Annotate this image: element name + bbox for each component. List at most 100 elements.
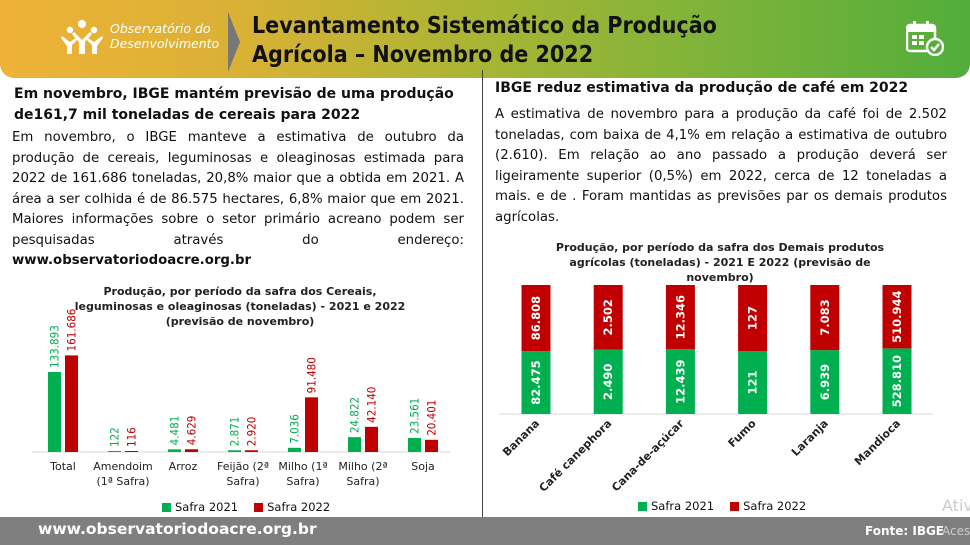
chart1-bar bbox=[245, 450, 258, 452]
chart2-data-label: 6.939 bbox=[818, 364, 832, 400]
watermark-line2: Aces bbox=[942, 524, 970, 538]
footer-source: Fonte: IBGE bbox=[865, 524, 945, 538]
chart1-category-label: Arroz bbox=[169, 460, 198, 473]
chart2-data-label: 12.346 bbox=[673, 295, 687, 339]
chart1-bar bbox=[65, 355, 78, 452]
chart1-data-label: 23.561 bbox=[408, 398, 422, 434]
chart1-category-label: Milho (1ª bbox=[278, 460, 327, 473]
header-banner: Observatório do Desenvolvimento Levantame… bbox=[0, 0, 970, 78]
chart1-bar bbox=[125, 451, 138, 452]
chart1-data-label: 116 bbox=[125, 427, 139, 447]
legend-swatch-2021 bbox=[162, 502, 171, 512]
chart1-bar bbox=[305, 397, 318, 452]
chart1-bar bbox=[48, 372, 61, 452]
chart2-data-label: 12.439 bbox=[673, 359, 687, 403]
chart2-bar-2022 bbox=[810, 285, 840, 351]
observatorio-link[interactable]: www.observatoriodoacre.org.br bbox=[12, 253, 252, 268]
chart2-data-label: 528.810 bbox=[890, 355, 904, 407]
chart2-data-label: 2.502 bbox=[601, 299, 615, 335]
chart1-category-label: Soja bbox=[411, 460, 435, 473]
chart2-bar-2022 bbox=[882, 285, 912, 349]
chart2-title: Produção, por período da safra dos Demai… bbox=[555, 241, 885, 284]
arrow-divider bbox=[228, 12, 240, 72]
chart1-bar bbox=[348, 437, 361, 452]
chart2-category-label: Café canephora bbox=[537, 417, 615, 495]
chart1-title: Produção, por período da safra dos Cerea… bbox=[74, 285, 406, 328]
logo-line2: Desenvolvimento bbox=[110, 36, 220, 51]
chart1-category-label: Safra) bbox=[226, 475, 259, 488]
chart2-data-label: 127 bbox=[746, 306, 760, 330]
chart2-bar-2022 bbox=[738, 285, 768, 352]
chart2-data-label: 121 bbox=[746, 371, 760, 395]
chart1-data-label: 4.629 bbox=[185, 416, 199, 446]
chart1-category-label: (1ª Safra) bbox=[96, 475, 149, 488]
chart1-data-label: 20.401 bbox=[425, 400, 439, 436]
chart1-bar bbox=[168, 449, 181, 452]
chart2: 82.475 86.808 Banana 2.490 2.502 Café canepho… bbox=[499, 285, 933, 495]
right-body: A estimativa de novembro para a produção… bbox=[495, 107, 947, 225]
chart2-data-label: 510.944 bbox=[890, 291, 904, 343]
footer-url[interactable]: www.observatoriodoacre.org.br bbox=[38, 520, 317, 538]
chart1-data-label: 133.893 bbox=[48, 325, 62, 368]
chart1-bar bbox=[425, 439, 438, 452]
chart2-category-label: Fumo bbox=[726, 417, 759, 450]
chart2-bar-2021 bbox=[521, 351, 551, 414]
chart1-data-label: 91.480 bbox=[305, 357, 319, 393]
chart2-legend: Safra 2021 Safra 2022 bbox=[638, 499, 806, 513]
people-logo-icon bbox=[61, 20, 103, 54]
chart2-category-label: Laranja bbox=[789, 417, 831, 459]
chart2-bar-2021 bbox=[810, 350, 840, 414]
chart1-data-label: 42.140 bbox=[365, 387, 379, 423]
logo-line1: Observatório do bbox=[110, 21, 211, 36]
chart2-data-label: 86.808 bbox=[529, 296, 543, 340]
calendar-check-icon bbox=[906, 21, 944, 56]
chart2-bar-2021 bbox=[738, 351, 768, 414]
legend-2021: Safra 2021 bbox=[651, 499, 715, 513]
legend-2021: Safra 2021 bbox=[175, 500, 239, 514]
legend-2022: Safra 2022 bbox=[743, 499, 807, 513]
chart2-data-label: 2.490 bbox=[601, 364, 615, 400]
chart1-data-label: 2.871 bbox=[228, 417, 242, 447]
chart2-bar-2021 bbox=[593, 349, 623, 414]
chart1-data-label: 7.036 bbox=[288, 414, 302, 444]
watermark: Ativ bbox=[942, 496, 970, 515]
chart1-data-label: 4.481 bbox=[168, 416, 182, 446]
left-body-text: Em novembro, o IBGE manteve a estimativa… bbox=[12, 130, 464, 248]
chart2-bar-2021 bbox=[665, 349, 695, 414]
chart1-bar bbox=[228, 450, 241, 452]
chart1-data-label: 122 bbox=[108, 427, 122, 447]
chart1-category-label: Milho (2ª bbox=[338, 460, 387, 473]
left-heading: Em novembro, IBGE mantém previsão de uma… bbox=[14, 86, 454, 123]
logo: Observatório do Desenvolvimento bbox=[60, 18, 219, 54]
chart1-category-label: Total bbox=[49, 460, 76, 473]
chart2-bar-2021 bbox=[882, 348, 912, 414]
chart2-category-label: Banana bbox=[500, 417, 542, 459]
title-line1: Levantamento Sistemático da Produção bbox=[252, 13, 717, 39]
chart2-data-label: 7.083 bbox=[818, 299, 832, 335]
legend-2022: Safra 2022 bbox=[267, 500, 331, 514]
chart2-category-label: Cana-de-açúcar bbox=[609, 417, 687, 495]
chart1-bar bbox=[408, 437, 421, 452]
chart2-data-label: 82.475 bbox=[529, 360, 543, 404]
column-divider bbox=[482, 70, 483, 520]
right-heading: IBGE reduz estimativa da produção de caf… bbox=[495, 80, 909, 96]
chart1-bar bbox=[108, 451, 121, 452]
footer: www.observatoriodoacre.org.br Fonte: IBG… bbox=[0, 517, 970, 545]
legend-swatch-2022 bbox=[254, 502, 264, 512]
chart1-category-label: Safra) bbox=[346, 475, 379, 488]
left-body: Em novembro, o IBGE manteve a estimativa… bbox=[12, 128, 464, 272]
chart2-bar-2022 bbox=[665, 285, 695, 350]
chart1-legend: Safra 2021 Safra 2022 bbox=[162, 500, 330, 514]
chart1-category-label: Safra) bbox=[286, 475, 319, 488]
chart1-data-label: 161.686 bbox=[65, 309, 79, 352]
legend-swatch-2021 bbox=[638, 501, 647, 511]
chart1-category-label: Amendoim bbox=[93, 460, 152, 473]
chart1-bar bbox=[185, 449, 198, 452]
chart1-data-label: 24.822 bbox=[348, 397, 362, 433]
chart1-category-label: Feijão (2ª bbox=[217, 460, 269, 473]
chart1: 133.893 161.686 Total 122 116 Amendoim (1ª Saf… bbox=[32, 309, 451, 488]
title-line2: Agrícola – Novembro de 2022 bbox=[252, 42, 594, 68]
chart2-category-label: Mandioca bbox=[852, 417, 903, 468]
chart1-bar bbox=[288, 447, 301, 452]
chart2-bar-2022 bbox=[593, 285, 623, 350]
